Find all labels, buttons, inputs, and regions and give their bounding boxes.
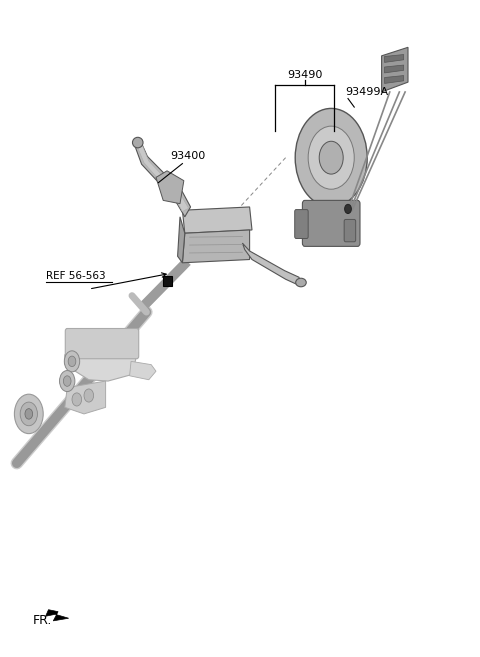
FancyBboxPatch shape xyxy=(295,210,308,238)
Polygon shape xyxy=(384,65,404,73)
Polygon shape xyxy=(138,146,189,212)
Ellipse shape xyxy=(296,278,306,286)
Ellipse shape xyxy=(132,137,143,148)
Circle shape xyxy=(14,394,43,434)
Polygon shape xyxy=(65,381,106,414)
Circle shape xyxy=(319,141,343,174)
Circle shape xyxy=(308,126,354,189)
Circle shape xyxy=(72,393,82,406)
FancyBboxPatch shape xyxy=(65,328,139,359)
Circle shape xyxy=(60,371,75,392)
Polygon shape xyxy=(156,171,184,204)
Polygon shape xyxy=(384,55,404,62)
Polygon shape xyxy=(382,47,408,92)
Polygon shape xyxy=(182,230,250,263)
FancyBboxPatch shape xyxy=(302,200,360,246)
Text: REF 56-563: REF 56-563 xyxy=(46,271,105,281)
Text: 93499A: 93499A xyxy=(346,87,389,97)
Polygon shape xyxy=(384,76,404,83)
FancyBboxPatch shape xyxy=(344,219,356,242)
Polygon shape xyxy=(242,243,300,286)
Polygon shape xyxy=(178,217,185,263)
Text: 93400: 93400 xyxy=(170,151,205,161)
Polygon shape xyxy=(130,361,156,380)
Circle shape xyxy=(345,204,351,214)
Polygon shape xyxy=(182,207,252,233)
Polygon shape xyxy=(65,328,137,381)
Circle shape xyxy=(25,409,33,419)
Text: FR.: FR. xyxy=(33,614,52,627)
Circle shape xyxy=(20,402,37,426)
Polygon shape xyxy=(46,610,69,621)
Circle shape xyxy=(84,389,94,402)
Polygon shape xyxy=(134,138,191,217)
Circle shape xyxy=(295,108,367,207)
Bar xyxy=(163,276,172,286)
Circle shape xyxy=(64,351,80,372)
Text: 93490: 93490 xyxy=(287,70,323,80)
Circle shape xyxy=(63,376,71,386)
Circle shape xyxy=(68,356,76,367)
